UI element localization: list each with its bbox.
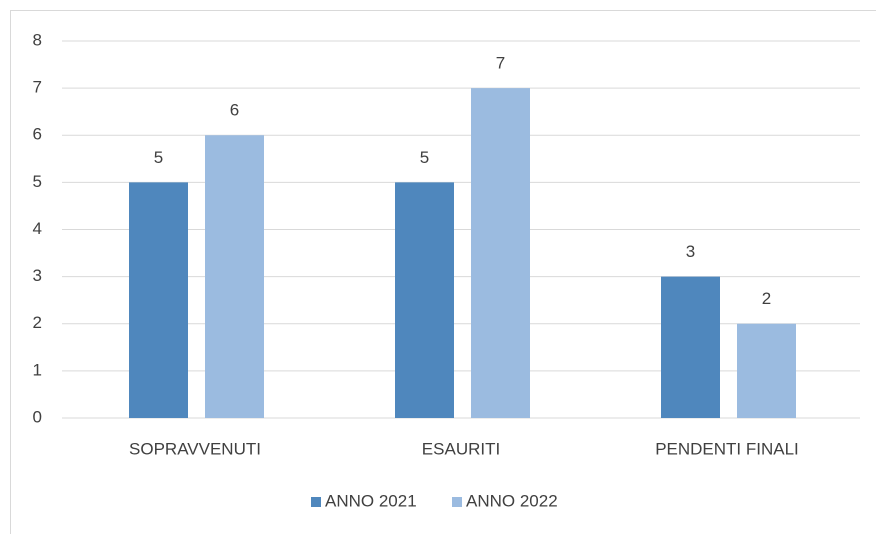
y-tick-label: 3 [33, 266, 42, 285]
bar [205, 135, 264, 418]
y-tick-label: 7 [33, 78, 42, 97]
data-label: 6 [230, 101, 239, 120]
y-tick-label: 4 [33, 219, 42, 238]
bar [471, 88, 530, 418]
legend-label: ANNO 2022 [466, 491, 558, 510]
x-tick-label: ESAURITI [422, 439, 500, 458]
bar [661, 276, 720, 418]
x-tick-label: SOPRAVVENUTI [129, 439, 261, 458]
data-label: 5 [154, 148, 163, 167]
y-tick-label: 5 [33, 172, 42, 191]
data-label: 3 [686, 242, 695, 261]
legend-swatch [311, 497, 321, 507]
x-tick-label: PENDENTI FINALI [655, 439, 799, 458]
bar [395, 182, 454, 418]
bar [129, 182, 188, 418]
y-tick-label: 2 [33, 313, 42, 332]
y-tick-label: 8 [33, 30, 42, 49]
data-label: 7 [496, 54, 505, 73]
legend-swatch [452, 497, 462, 507]
data-label: 2 [762, 289, 771, 308]
y-tick-label: 6 [33, 125, 42, 144]
data-label: 5 [420, 148, 429, 167]
legend-label: ANNO 2021 [325, 491, 417, 510]
bar [737, 323, 796, 418]
y-tick-label: 0 [33, 407, 42, 426]
y-tick-label: 1 [33, 360, 42, 379]
